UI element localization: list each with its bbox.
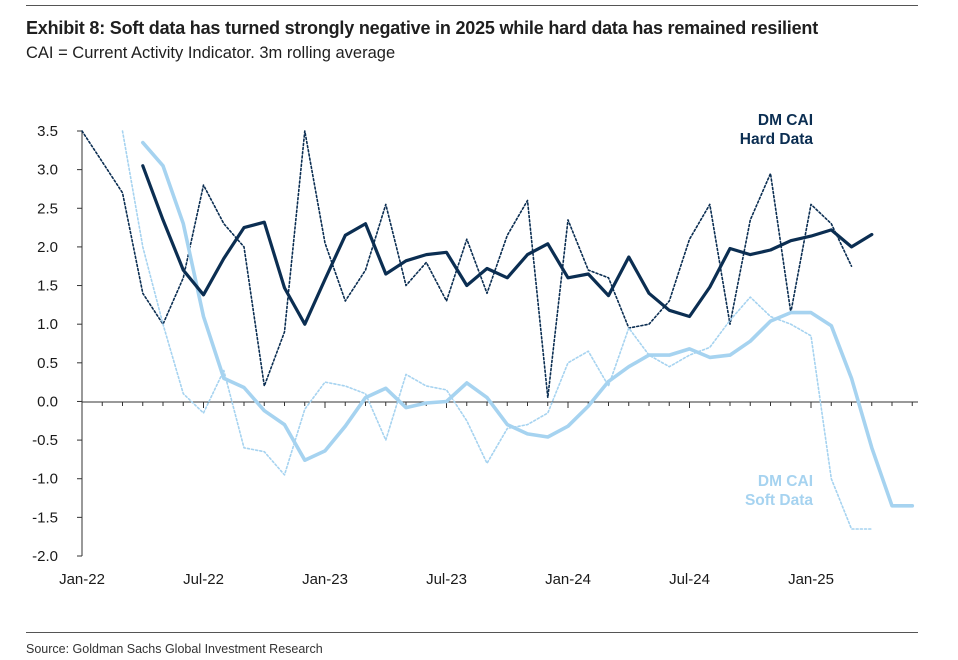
chart-title: Exhibit 8: Soft data has turned strongly… <box>26 18 819 38</box>
y-tick-label: -2.0 <box>32 548 58 565</box>
y-tick-label: -1.5 <box>32 509 58 526</box>
series-hard-dotted <box>81 130 853 399</box>
x-tick-label: Jul-23 <box>426 571 467 588</box>
series-soft-solid <box>141 140 915 508</box>
x-tick-label: Jan-24 <box>545 571 591 588</box>
series-hard-solid <box>141 164 874 326</box>
soft-label-line2: Soft Data <box>745 492 813 509</box>
x-tick-label: Jul-24 <box>669 571 710 588</box>
source-note: Source: Goldman Sachs Global Investment … <box>26 642 323 656</box>
y-tick-label: -1.0 <box>32 471 58 488</box>
y-tick-label: 0.0 <box>37 393 58 410</box>
x-tick-label: Jan-23 <box>302 571 348 588</box>
y-axis: 3.5 3.0 2.5 2.0 1.5 1.0 0.5 0.0 -0.5 -1.0 -1.5 -2.0 <box>32 123 83 565</box>
x-tick-label: Jul-22 <box>183 571 224 588</box>
y-tick-label: 1.0 <box>37 316 58 333</box>
series-labels: DM CAI Hard Data DM CAI Soft Data <box>740 112 814 509</box>
y-tick-label: 1.5 <box>37 278 58 295</box>
hard-label-line1: DM CAI <box>758 112 813 129</box>
y-tick-label: 0.5 <box>37 355 58 372</box>
x-tick-label: Jan-25 <box>788 571 834 588</box>
y-tick-label: 3.0 <box>37 162 58 179</box>
soft-label-line1: DM CAI <box>758 473 813 490</box>
bottom-rule <box>26 632 918 633</box>
x-tick-label: Jan-22 <box>59 571 105 588</box>
series-group <box>81 130 915 530</box>
x-axis: Jan-22 Jul-22 Jan-23 Jul-23 Jan-24 Jul-24 Jan-… <box>59 401 918 588</box>
hard-label-line2: Hard Data <box>740 131 814 148</box>
top-rule <box>26 5 918 6</box>
y-tick-label: 3.5 <box>37 123 58 140</box>
y-tick-label: 2.0 <box>37 239 58 256</box>
chart-subtitle: CAI = Current Activity Indicator. 3m rol… <box>26 44 396 62</box>
y-tick-label: 2.5 <box>37 200 58 217</box>
series-soft-dotted <box>121 130 873 530</box>
y-tick-label: -0.5 <box>32 432 58 449</box>
